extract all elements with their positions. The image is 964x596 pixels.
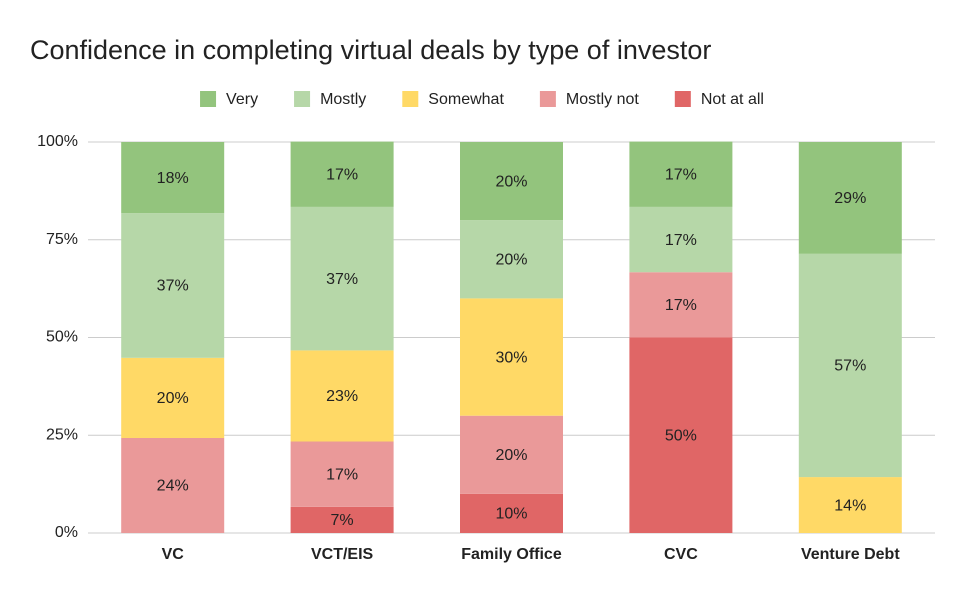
legend-swatch: [674, 91, 691, 107]
y-tick-label: 25%: [46, 426, 78, 443]
bar-segment: [629, 141, 733, 207]
y-tick-label: 0%: [55, 524, 78, 541]
bar-segment: [121, 357, 225, 438]
data-label: 7%: [331, 512, 354, 529]
data-label: 20%: [495, 447, 527, 464]
data-label: 20%: [495, 252, 527, 269]
legend-label: Mostly not: [566, 91, 639, 108]
bar-segment: [290, 206, 394, 351]
data-label: 30%: [495, 349, 527, 366]
data-label: 20%: [157, 390, 189, 407]
data-label: 17%: [326, 466, 358, 483]
labels: VC 24% 20% 37% 18% VCT/EIS 7% 17% 23% 37% 17% Famil…: [157, 166, 901, 563]
bar-segment: [629, 206, 733, 273]
x-tick-label: Family Office: [461, 546, 562, 563]
data-label: 18%: [157, 170, 189, 187]
legend-swatch: [402, 91, 419, 107]
data-label: 17%: [665, 297, 697, 314]
bar-segment: [629, 272, 733, 338]
data-label: 37%: [326, 271, 358, 288]
x-tick-label: VC: [162, 546, 185, 563]
x-tick-label: CVC: [664, 546, 698, 563]
data-label: 17%: [665, 166, 697, 183]
x-tick-label: VCT/EIS: [311, 546, 374, 563]
data-label: 57%: [834, 358, 866, 375]
data-label: 17%: [326, 166, 358, 183]
bar-segment: [798, 142, 902, 254]
bar-segment: [798, 253, 902, 478]
legend-label: Not at all: [701, 91, 764, 108]
bar-segment: [629, 337, 733, 533]
legend-swatch: [539, 91, 556, 107]
data-label: 10%: [495, 506, 527, 523]
bar-segment: [121, 437, 225, 533]
legend-label: Very: [226, 91, 258, 108]
legend: Very Mostly Somewhat Mostly not Not at all: [200, 91, 764, 108]
data-label: 23%: [326, 388, 358, 405]
data-label: 14%: [834, 497, 866, 514]
bar-segment: [460, 142, 563, 221]
y-tick-label: 100%: [37, 133, 78, 150]
legend-label: Mostly: [320, 91, 366, 108]
bar-segment: [460, 415, 563, 494]
bar-segment: [290, 441, 394, 507]
bar-segment: [460, 298, 563, 416]
data-label: 24%: [157, 478, 189, 495]
data-label: 20%: [495, 173, 527, 190]
bar-segment: [798, 477, 902, 533]
bar-segment: [460, 493, 563, 533]
chart-title: Confidence in completing virtual deals b…: [30, 35, 711, 65]
legend-swatch: [294, 91, 311, 107]
bar-segment: [290, 506, 394, 533]
bar-segment: [121, 213, 225, 358]
x-tick-label: Venture Debt: [801, 546, 900, 563]
data-label: 37%: [157, 278, 189, 295]
bar-segment: [290, 141, 394, 207]
y-tick-label: 50%: [46, 329, 78, 346]
bar-segment: [290, 350, 394, 442]
data-label: 29%: [834, 190, 866, 207]
data-label: 17%: [665, 232, 697, 249]
y-tick-label: 75%: [46, 231, 78, 248]
legend-swatch: [200, 91, 217, 107]
bar-segment: [460, 220, 563, 299]
legend-label: Somewhat: [428, 91, 504, 108]
bar-segment: [121, 142, 225, 214]
data-label: 50%: [665, 427, 697, 444]
bars: [121, 141, 902, 533]
